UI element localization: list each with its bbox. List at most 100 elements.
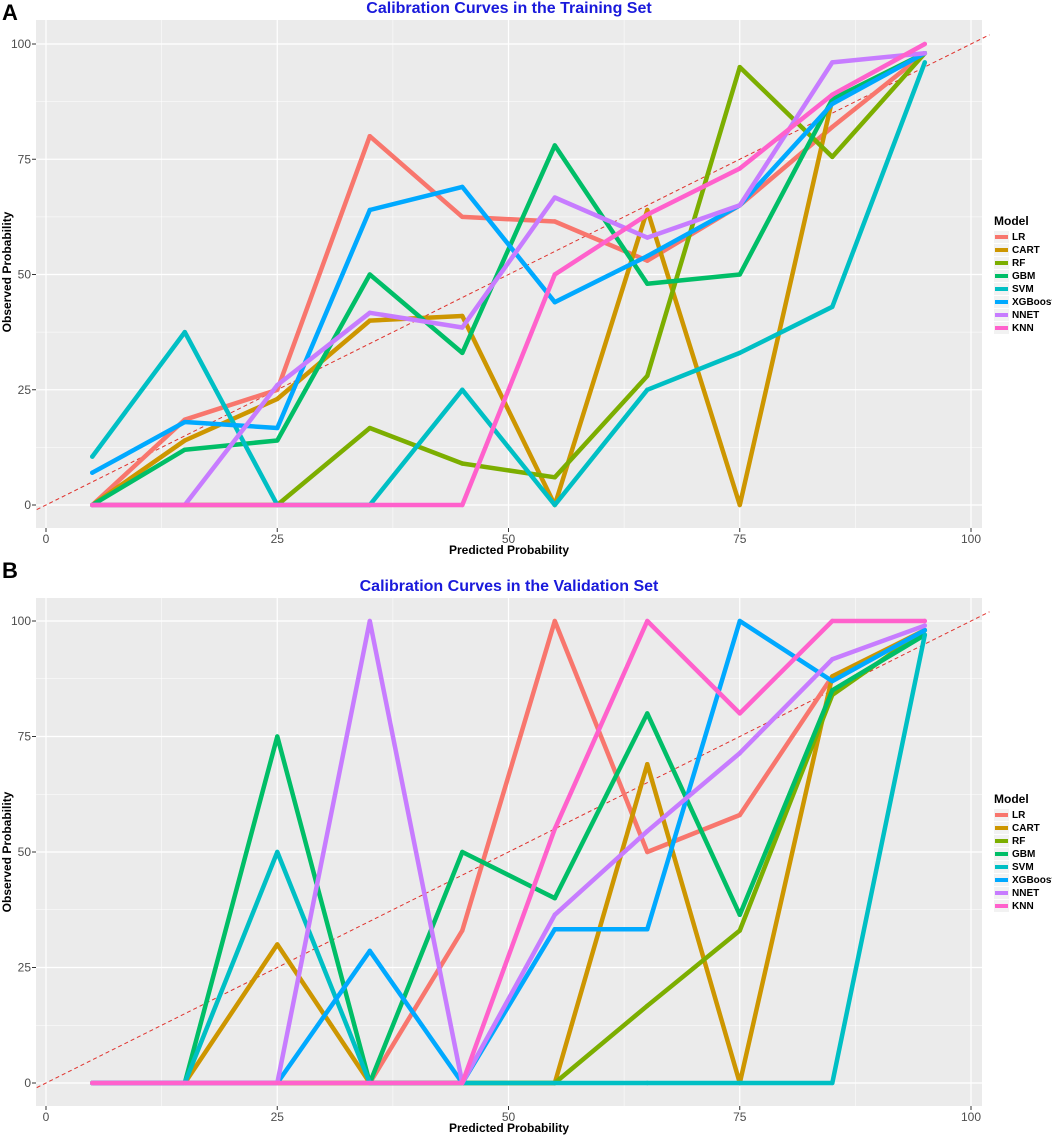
legend-item-lr: LR — [994, 809, 1026, 821]
data-point-nnet — [367, 310, 372, 315]
data-point-nnet — [460, 325, 465, 330]
x-tick-label: 0 — [43, 1110, 50, 1124]
y-tick-label: 50 — [18, 268, 32, 282]
legend-item-svm: SVM — [994, 861, 1034, 873]
data-point-svm — [830, 1080, 835, 1086]
data-point-svm — [645, 387, 650, 392]
data-point-gbm — [645, 711, 650, 716]
data-point-knn — [367, 502, 372, 508]
data-point-svm — [922, 60, 927, 65]
legend-item-nnet: NNET — [994, 309, 1039, 321]
data-point-lr — [645, 258, 650, 263]
y-tick-label: 50 — [18, 845, 32, 859]
data-point-nnet — [737, 203, 742, 208]
y-tick-label: 0 — [24, 1076, 31, 1090]
data-point-xgboost — [460, 184, 465, 190]
y-tick-label: 75 — [18, 730, 32, 744]
data-point-cart — [275, 942, 280, 947]
legend-item-knn: KNN — [994, 322, 1034, 334]
data-point-rf — [367, 425, 372, 431]
legend-label: SVM — [1012, 862, 1034, 873]
data-point-xgboost — [922, 628, 927, 633]
x-tick-label: 25 — [271, 532, 285, 546]
legend-item-rf: RF — [994, 835, 1025, 847]
data-point-lr — [737, 812, 742, 818]
legend-label: CART — [1012, 823, 1040, 834]
series-group — [90, 618, 928, 1086]
data-point-knn — [830, 92, 835, 97]
data-point-nnet — [552, 195, 557, 200]
data-point-lr — [460, 928, 465, 933]
data-point-rf — [552, 475, 557, 480]
data-point-cart — [645, 207, 650, 213]
data-point-nnet — [552, 912, 557, 918]
data-point-cart — [460, 313, 465, 319]
panel-label: B — [2, 558, 18, 583]
legend-item-svm: SVM — [994, 283, 1034, 295]
data-point-xgboost — [367, 207, 372, 213]
data-point-rf — [645, 1003, 650, 1009]
data-point-knn — [367, 1080, 372, 1086]
data-point-svm — [830, 304, 835, 309]
y-tick-label: 75 — [18, 152, 32, 166]
panel-training: A Calibration Curves in the Training Set… — [0, 0, 1052, 557]
data-point-svm — [737, 350, 742, 356]
data-point-gbm — [552, 143, 557, 148]
legend-item-lr: LR — [994, 231, 1026, 243]
data-point-lr — [552, 618, 557, 624]
legend-item-cart: CART — [994, 822, 1040, 834]
data-point-svm — [552, 502, 557, 508]
legend-item-rf: RF — [994, 257, 1025, 269]
data-point-knn — [90, 1080, 95, 1086]
data-point-svm — [922, 632, 927, 638]
data-point-gbm — [182, 447, 187, 452]
legend-label: LR — [1012, 810, 1026, 821]
legend-item-cart: CART — [994, 244, 1040, 256]
legend-item-xgboost: XGBoost — [994, 296, 1052, 308]
reference-line — [36, 34, 990, 511]
legend-label: GBM — [1012, 849, 1035, 860]
data-point-gbm — [275, 734, 280, 739]
data-point-knn — [460, 1080, 465, 1086]
data-point-lr — [460, 214, 465, 220]
data-point-gbm — [830, 688, 835, 693]
series-line-svm — [90, 632, 928, 1086]
y-tick-label: 25 — [18, 383, 32, 397]
x-tick-label: 50 — [502, 1110, 516, 1124]
data-point-nnet — [830, 657, 835, 662]
data-point-xgboost — [830, 678, 835, 684]
data-point-xgboost — [552, 926, 557, 932]
chart-title: Calibration Curves in the Training Set — [366, 0, 652, 17]
data-point-svm — [90, 454, 95, 459]
x-tick-group: 0 25 50 75 100 — [43, 1106, 981, 1124]
legend-label: XGBoost — [1012, 297, 1052, 308]
legend-label: GBM — [1012, 271, 1035, 282]
data-point-nnet — [922, 623, 927, 628]
data-point-nnet — [367, 618, 372, 624]
data-point-rf — [830, 154, 835, 160]
y-tick-group: 0 25 50 75 100 — [11, 614, 36, 1090]
legend-label: RF — [1012, 258, 1025, 269]
data-point-cart — [645, 762, 650, 767]
data-point-xgboost — [182, 419, 187, 425]
legend-item-knn: KNN — [994, 900, 1034, 912]
y-tick-label: 100 — [11, 37, 31, 51]
chart-title: Calibration Curves in the Validation Set — [360, 578, 659, 595]
data-point-knn — [275, 502, 280, 508]
legend-item-gbm: GBM — [994, 270, 1035, 282]
data-point-xgboost — [645, 253, 650, 259]
reference-line-group — [36, 611, 990, 1089]
series-line-gbm — [90, 632, 928, 1086]
legend-item-gbm: GBM — [994, 848, 1035, 860]
legend-title: Model — [994, 792, 1029, 806]
data-point-svm — [275, 849, 280, 855]
data-point-xgboost — [367, 948, 372, 954]
data-point-xgboost — [275, 425, 280, 431]
data-point-svm — [460, 387, 465, 392]
legend-label: CART — [1012, 245, 1040, 256]
legend: Model LR CART RF GBM SVM XGBoost NNET KNN — [994, 792, 1052, 912]
legend-item-xgboost: XGBoost — [994, 874, 1052, 886]
data-point-knn — [922, 618, 927, 624]
reference-line-group — [36, 34, 990, 511]
